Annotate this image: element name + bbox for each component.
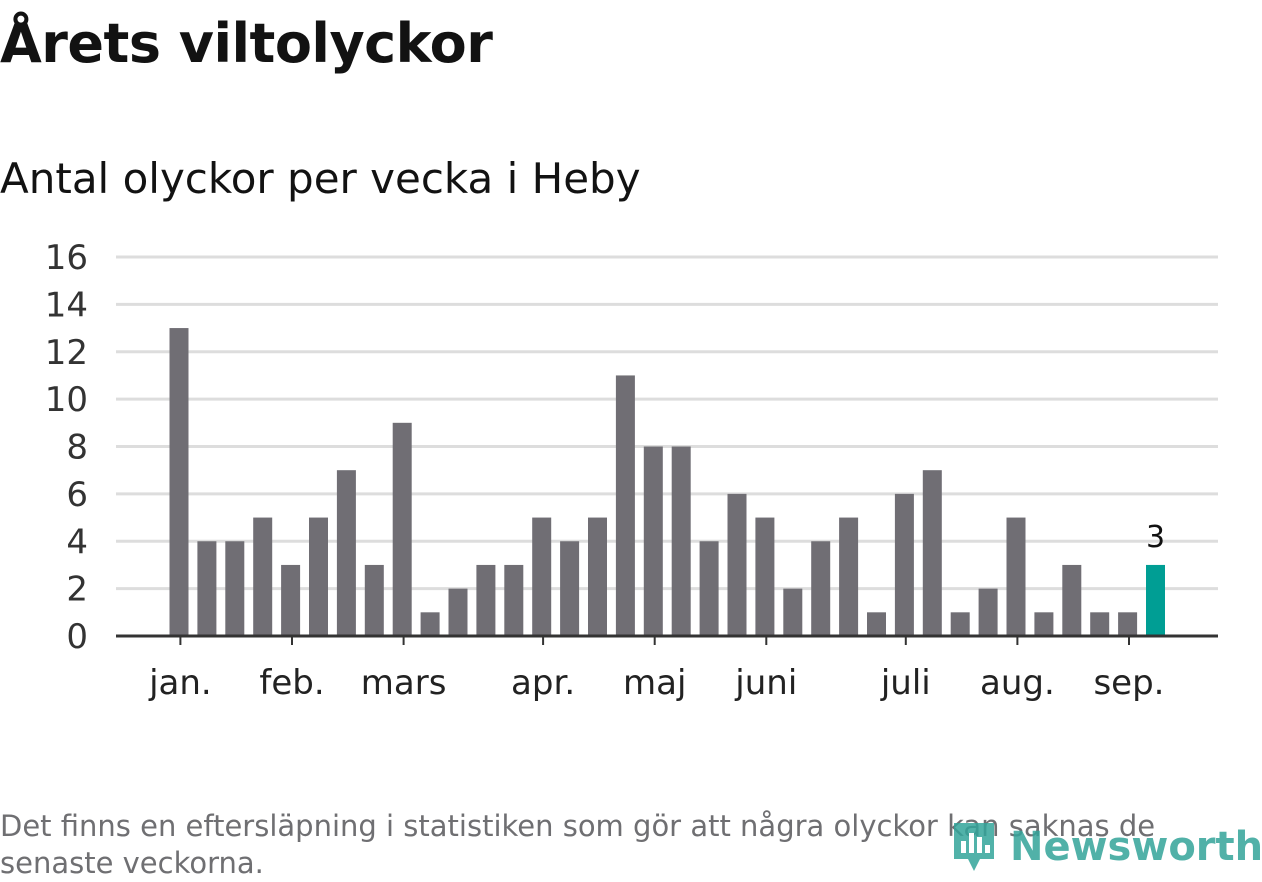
y-tick-label: 6 (66, 475, 88, 515)
x-tick-label: feb. (259, 663, 324, 703)
logo-text: Newsworthy (1010, 824, 1262, 870)
chart-subtitle: Antal olyckor per vecka i Heby (0, 154, 641, 203)
bar (811, 541, 831, 636)
bar (922, 470, 942, 636)
data-labels: 3 (1146, 520, 1165, 555)
y-tick-label: 4 (66, 522, 88, 562)
newsworthy-logo-icon (954, 823, 994, 871)
bar (839, 517, 859, 636)
bar (978, 588, 998, 636)
y-axis-ticks: 0 2 4 6 8 10 12 14 16 (45, 238, 88, 657)
bar (309, 517, 328, 636)
bar (504, 564, 524, 636)
x-tick-label: maj (623, 663, 686, 703)
bar (1034, 612, 1054, 636)
bar (448, 588, 468, 636)
bar (867, 612, 886, 636)
x-tick-label: apr. (511, 663, 575, 703)
bar (1062, 564, 1082, 636)
bar (1118, 612, 1138, 636)
y-tick-label: 0 (66, 617, 88, 657)
bar (894, 493, 914, 636)
y-tick-label: 14 (45, 285, 88, 325)
x-tick-label: sep. (1093, 663, 1164, 703)
bar (281, 564, 301, 636)
bar (950, 612, 970, 636)
x-tick-label: juli (880, 663, 931, 703)
y-tick-label: 10 (45, 380, 88, 420)
bar (392, 422, 412, 636)
y-tick-label: 2 (66, 570, 88, 610)
bar (225, 541, 245, 636)
bar (532, 517, 552, 636)
bar (1006, 517, 1026, 636)
bar (755, 517, 775, 636)
x-axis-ticks: jan. feb. mars apr. maj juni juli aug. sep. (148, 636, 1165, 703)
chart-title: Årets viltolyckor (0, 12, 493, 75)
bar (615, 375, 635, 636)
bar (420, 612, 440, 636)
newsworthy-logo: Newsworthy (950, 818, 1262, 876)
bar (476, 564, 496, 636)
bar (364, 564, 384, 636)
bar (197, 541, 217, 636)
bar (643, 446, 663, 636)
bar (588, 517, 607, 636)
x-tick-label: mars (361, 663, 447, 703)
bar (560, 541, 580, 636)
data-label: 3 (1146, 520, 1165, 555)
gridlines (116, 255, 1218, 591)
y-tick-label: 8 (66, 428, 88, 468)
x-tick-label: juni (734, 663, 797, 703)
bar (727, 493, 747, 636)
x-tick-label: aug. (980, 663, 1055, 703)
bars (169, 328, 1165, 636)
bar (783, 588, 803, 636)
bar (336, 470, 356, 636)
bar-highlighted (1146, 564, 1165, 636)
bar (699, 541, 719, 636)
x-tick-label: jan. (148, 663, 212, 703)
y-tick-label: 16 (45, 238, 88, 278)
bar (671, 446, 691, 636)
bar (253, 517, 273, 636)
bar (169, 328, 189, 636)
bar (1090, 612, 1110, 636)
y-tick-label: 12 (45, 333, 88, 373)
